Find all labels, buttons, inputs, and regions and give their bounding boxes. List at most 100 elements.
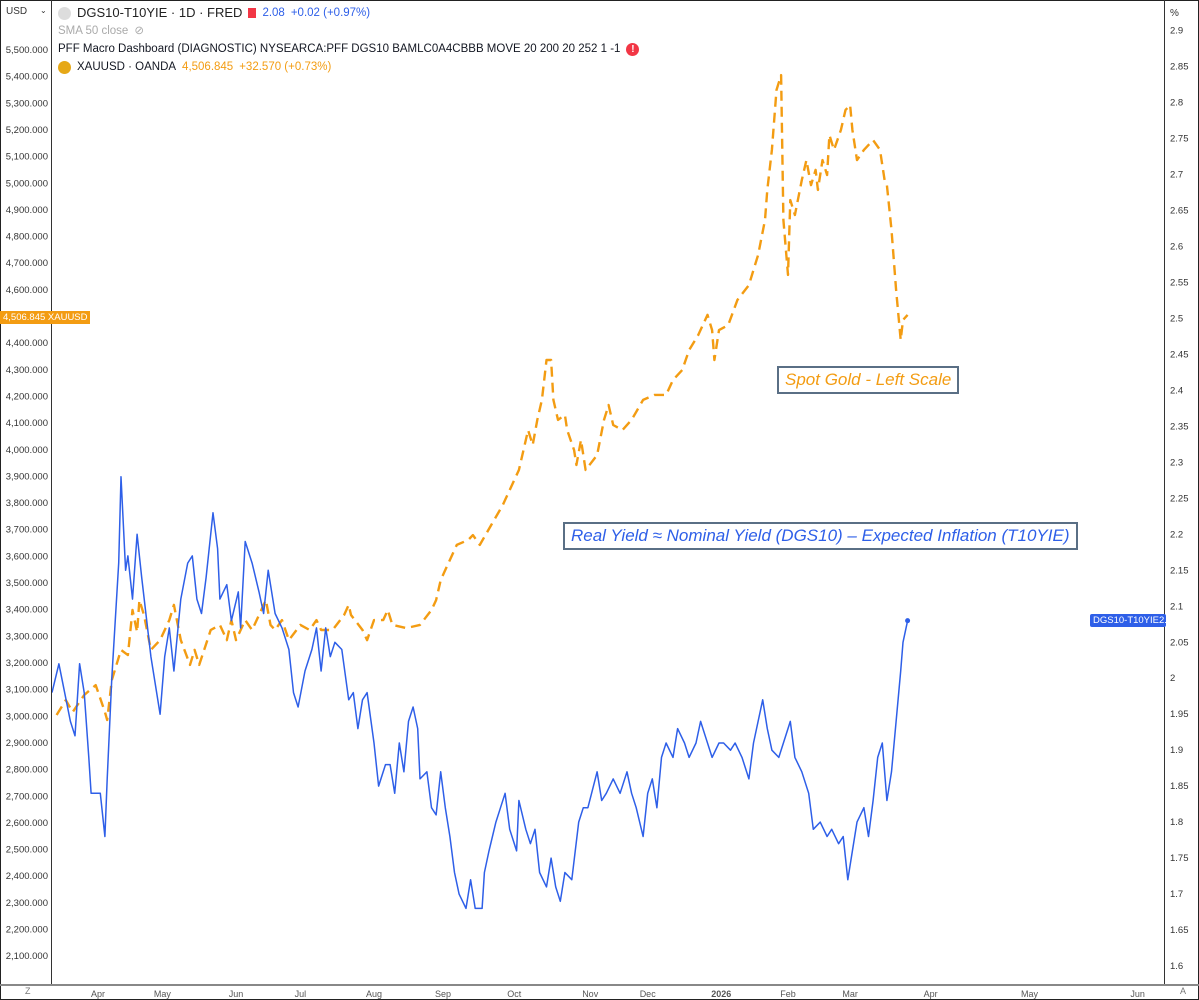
left-axis-tick-label: 2,500.000 <box>6 845 48 856</box>
legend-indicator[interactable]: PFF Macro Dashboard (DIAGNOSTIC) NYSEARC… <box>58 40 640 58</box>
zoom-button[interactable]: Z <box>25 986 31 996</box>
right-axis-tick-label: 2.35 <box>1170 421 1189 432</box>
time-axis-tick-label: Aug <box>366 989 382 999</box>
left-axis-tick-label: 5,400.000 <box>6 72 48 83</box>
right-axis-tick-label: 1.95 <box>1170 709 1189 720</box>
left-axis-tick-label: 2,200.000 <box>6 925 48 936</box>
left-axis-tick-label: 2,100.000 <box>6 951 48 962</box>
left-axis-tick-label: 2,900.000 <box>6 738 48 749</box>
left-axis-tick-label: 4,000.000 <box>6 445 48 456</box>
right-axis-tick-label: 2.05 <box>1170 637 1189 648</box>
auto-scale-button[interactable]: A <box>1180 986 1187 996</box>
time-axis-tick-label: 2026 <box>711 989 731 999</box>
left-axis-tick-label: 4,200.000 <box>6 391 48 402</box>
chevron-down-icon[interactable]: ⌄ <box>40 6 47 15</box>
time-axis[interactable] <box>0 984 1199 1000</box>
right-axis-tick-label: 2.2 <box>1170 529 1183 540</box>
gold-price-label: 4,506.845 XAUUSD <box>0 311 90 324</box>
left-axis-tick-label: 3,800.000 <box>6 498 48 509</box>
left-axis-tick-label: 4,600.000 <box>6 285 48 296</box>
right-axis-tick-label: 2.1 <box>1170 601 1183 612</box>
flag-icon[interactable] <box>248 8 257 18</box>
gold-price-name: XAUUSD <box>47 312 88 323</box>
time-axis-tick-label: May <box>154 989 172 999</box>
right-axis-tick-label: 2.9 <box>1170 26 1183 37</box>
left-axis-tick-label: 5,200.000 <box>6 125 48 136</box>
right-axis-tick-label: 1.8 <box>1170 817 1183 828</box>
left-price-axis[interactable] <box>0 0 52 985</box>
time-axis-tick-label: Jun <box>229 989 244 999</box>
left-axis-tick-label: 3,200.000 <box>6 658 48 669</box>
left-axis-tick-label: 2,800.000 <box>6 765 48 776</box>
left-axis-tick-label: 5,500.000 <box>6 45 48 56</box>
gold-change: +32.570 (+0.73%) <box>239 61 332 73</box>
left-axis-tick-label: 4,800.000 <box>6 232 48 243</box>
gold-annotation[interactable]: Spot Gold - Left Scale <box>777 366 960 394</box>
right-price-axis[interactable] <box>1164 0 1199 985</box>
left-axis-tick-label: 4,900.000 <box>6 205 48 216</box>
left-axis-tick-label: 3,300.000 <box>6 631 48 642</box>
left-axis-tick-label: 2,700.000 <box>6 791 48 802</box>
time-axis-tick-label: Feb <box>780 989 796 999</box>
eye-hidden-icon[interactable]: ⊘ <box>134 25 144 37</box>
right-axis-tick-label: 1.65 <box>1170 925 1189 936</box>
right-axis-tick-label: 2.6 <box>1170 242 1183 253</box>
main-value: 2.08 <box>262 7 285 19</box>
time-axis-tick-label: Nov <box>582 989 599 999</box>
error-icon[interactable]: ! <box>626 42 640 56</box>
left-axis-tick-label: 4,300.000 <box>6 365 48 376</box>
left-axis-tick-label: 2,300.000 <box>6 898 48 909</box>
yield-last-point <box>905 618 911 624</box>
time-axis-tick-label: Jun <box>1130 989 1145 999</box>
left-axis-tick-label: 4,100.000 <box>6 418 48 429</box>
main-change: +0.02 (+0.97%) <box>290 7 371 19</box>
percent-unit: % <box>1170 8 1179 19</box>
legend-sma[interactable]: SMA 50 close ⊘ <box>58 22 639 40</box>
gold-symbol[interactable]: XAUUSD · OANDA <box>77 61 177 73</box>
legend: DGS10-T10YIE · 1D · FRED 2.08 +0.02 (+0.… <box>58 4 640 76</box>
right-axis-tick-label: 2.8 <box>1170 98 1183 109</box>
left-axis-tick-label: 3,600.000 <box>6 551 48 562</box>
left-axis-tick-label: 3,100.000 <box>6 685 48 696</box>
left-axis-tick-label: 3,400.000 <box>6 605 48 616</box>
time-axis-tick-label: Apr <box>91 989 105 999</box>
right-axis-tick-label: 2.4 <box>1170 385 1183 396</box>
left-axis-tick-label: 4,400.000 <box>6 338 48 349</box>
left-axis-tick-label: 3,900.000 <box>6 471 48 482</box>
indicator-label: PFF Macro Dashboard (DIAGNOSTIC) NYSEARC… <box>58 43 621 55</box>
right-axis-tick-label: 2 <box>1170 673 1175 684</box>
left-axis-tick-label: 3,000.000 <box>6 711 48 722</box>
right-axis-tick-label: 2.75 <box>1170 134 1189 145</box>
left-axis-tick-label: 5,300.000 <box>6 98 48 109</box>
legend-main-series[interactable]: DGS10-T10YIE · 1D · FRED 2.08 +0.02 (+0.… <box>58 4 639 22</box>
gold-series-line[interactable] <box>55 73 909 722</box>
right-axis-tick-label: 2.45 <box>1170 349 1189 360</box>
right-axis-tick-label: 2.3 <box>1170 457 1183 468</box>
right-axis-tick-label: 2.7 <box>1170 170 1183 181</box>
yield-series-line[interactable] <box>51 476 909 910</box>
right-axis-tick-label: 2.5 <box>1170 314 1183 325</box>
gold-logo-icon <box>58 60 71 74</box>
right-axis-tick-label: 2.55 <box>1170 278 1189 289</box>
yield-annotation[interactable]: Real Yield ≈ Nominal Yield (DGS10) – Exp… <box>563 522 1078 550</box>
yield-price-name: DGS10-T10YIE <box>1093 615 1159 626</box>
main-symbol[interactable]: DGS10-T10YIE · 1D · FRED <box>77 5 243 20</box>
gold-price-value: 4,506.845 <box>3 312 46 323</box>
time-axis-tick-label: May <box>1021 989 1039 999</box>
left-axis-tick-label: 2,400.000 <box>6 871 48 882</box>
right-axis-tick-label: 2.15 <box>1170 565 1189 576</box>
yield-price-value: 2.08 <box>1159 615 1178 626</box>
legend-gold[interactable]: XAUUSD · OANDA 4,506.845 +32.570 (+0.73%… <box>58 58 639 76</box>
gold-value: 4,506.845 <box>182 61 234 73</box>
currency-selector[interactable]: USD <box>6 6 28 17</box>
symbol-logo-icon <box>58 6 71 20</box>
yield-price-label: DGS10-T10YIE 2.08 <box>1090 614 1178 627</box>
right-axis-tick-label: 1.85 <box>1170 781 1189 792</box>
right-axis-tick-label: 1.7 <box>1170 889 1183 900</box>
left-axis-tick-label: 5,100.000 <box>6 152 48 163</box>
left-axis-tick-label: 3,700.000 <box>6 525 48 536</box>
time-axis-tick-label: Jul <box>295 989 307 999</box>
right-axis-tick-label: 2.65 <box>1170 206 1189 217</box>
